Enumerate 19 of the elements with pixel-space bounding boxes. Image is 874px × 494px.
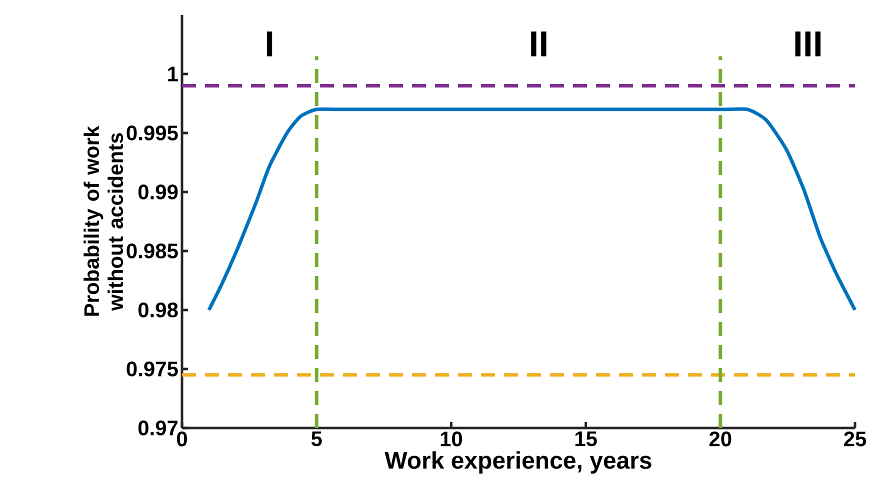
x-tick-label: 10 <box>440 432 462 446</box>
y-tick-label: 0.99 <box>138 184 178 200</box>
annotation: II <box>531 32 546 56</box>
x-tick-label: 25 <box>844 432 866 446</box>
y-tick-label: 1 <box>168 66 178 82</box>
y-tick-label: 0.98 <box>138 302 178 318</box>
x-tick-label: 15 <box>575 432 597 446</box>
y-tick-label: 0.995 <box>126 126 178 140</box>
annotation: III <box>795 32 820 56</box>
annotation: I <box>266 32 272 56</box>
y-tick-label: 0.97 <box>138 420 178 436</box>
y-tick-label: 0.975 <box>126 362 178 376</box>
x-tick-label: 20 <box>709 432 732 446</box>
y-tick-label: 0.985 <box>126 244 178 258</box>
line-series <box>207 107 857 312</box>
x-tick-label: 0 <box>177 432 187 446</box>
y-axis-title: Probability of work without accidents <box>84 126 124 316</box>
x-axis-title: Work experience, years <box>384 451 652 474</box>
x-tick-label: 5 <box>311 432 322 446</box>
